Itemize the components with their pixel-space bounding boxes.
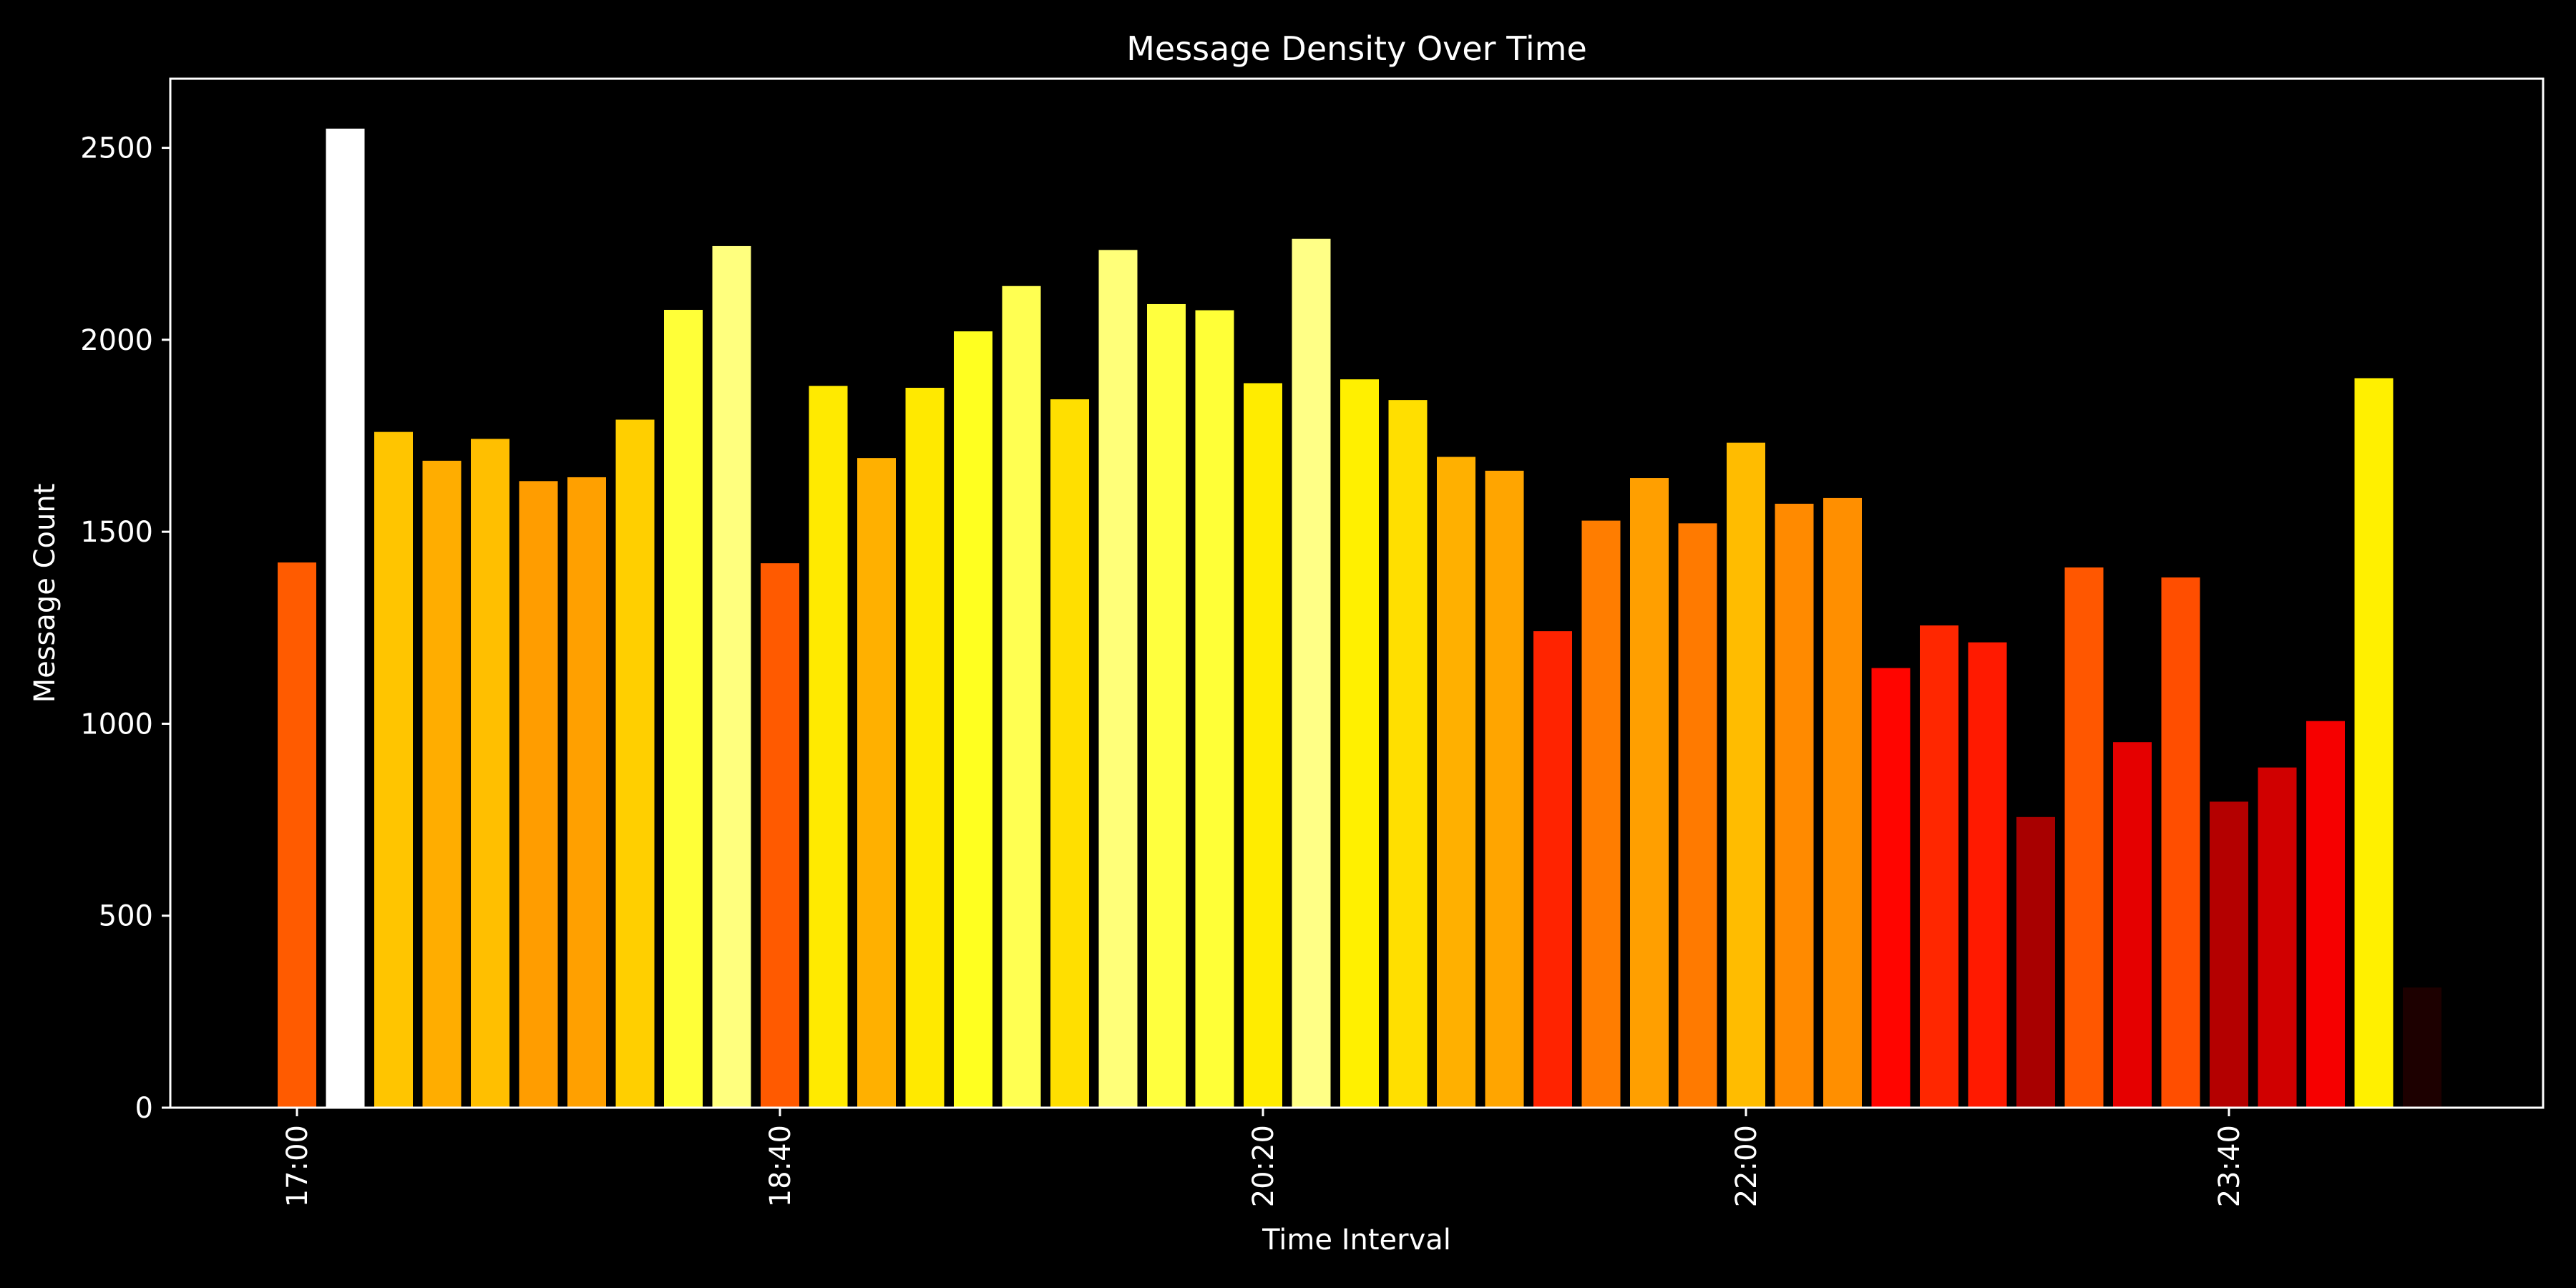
y-tick-label: 1500 (80, 516, 153, 549)
x-tick-label: 20:20 (1247, 1125, 1280, 1207)
y-axis-ticks: 0 500 1000 1500 2000 2500 (80, 132, 170, 1125)
x-axis-ticks: 17:00 18:40 20:20 22:00 23:40 (281, 1108, 2246, 1207)
bar (2306, 721, 2345, 1108)
x-tick-label: 23:40 (2213, 1125, 2246, 1207)
bar (2113, 742, 2152, 1108)
bar (1244, 383, 1282, 1108)
bar (2210, 801, 2248, 1108)
bar (1340, 379, 1379, 1108)
bar (1002, 286, 1041, 1108)
plot-frame (169, 77, 2545, 1109)
x-tick-label: 17:00 (281, 1125, 314, 1207)
bar (1823, 497, 1862, 1108)
bar (1098, 250, 1138, 1108)
bar (2064, 567, 2104, 1108)
y-tick-label: 2500 (80, 132, 153, 165)
bar (326, 128, 365, 1108)
bar (1533, 631, 1572, 1108)
bar (857, 458, 896, 1108)
bar (1871, 668, 1911, 1108)
bar (2258, 767, 2297, 1108)
bar (1195, 310, 1234, 1108)
y-tick-label: 2000 (80, 324, 153, 357)
bar (1630, 478, 1669, 1108)
bar (2161, 577, 2200, 1108)
bar (1581, 520, 1621, 1108)
y-tick-label: 0 (135, 1092, 153, 1125)
x-tick-label: 18:40 (764, 1125, 797, 1207)
bar (471, 439, 509, 1108)
bar (809, 386, 848, 1108)
bar (1485, 470, 1524, 1108)
bar (1437, 457, 1475, 1108)
bar (905, 387, 945, 1108)
chart-title: Message Density Over Time (1126, 29, 1587, 68)
bar (1292, 238, 1331, 1108)
y-tick-label: 1000 (80, 708, 153, 741)
bar (615, 419, 655, 1108)
bar (1775, 503, 1814, 1108)
bar (422, 460, 462, 1108)
y-tick-label: 500 (99, 900, 153, 933)
y-axis-label: Message Count (29, 484, 62, 703)
bar (519, 481, 558, 1108)
bar (2354, 378, 2394, 1108)
bar (567, 477, 606, 1108)
bar (1727, 442, 1765, 1108)
bar (1678, 523, 1717, 1108)
bar (278, 562, 316, 1108)
bar (2016, 816, 2055, 1108)
bar (761, 563, 799, 1108)
bar (2403, 987, 2441, 1108)
bar (374, 431, 413, 1108)
bar (664, 310, 703, 1108)
x-axis-label: Time Interval (1262, 1224, 1451, 1257)
bar (712, 245, 751, 1108)
bar (1050, 399, 1089, 1108)
bar (1968, 642, 2007, 1108)
bars-layer (278, 128, 2441, 1108)
bar (1920, 625, 1958, 1108)
x-tick-label: 22:00 (1730, 1125, 1763, 1207)
bar (1388, 400, 1428, 1108)
bar (954, 331, 992, 1108)
bar (1147, 303, 1186, 1108)
